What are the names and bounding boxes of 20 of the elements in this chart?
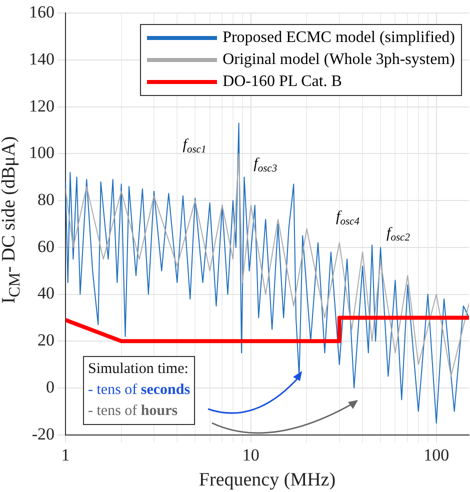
annotation: - tens of hours (88, 402, 179, 421)
y-tick-label: 0 (46, 377, 54, 396)
x-tick-label: 100 (424, 445, 450, 464)
annotation: Simulation time: (88, 360, 190, 379)
y-tick-label: 100 (29, 143, 54, 162)
legend-label: Original model (Whole 3ph-system) (222, 50, 455, 70)
y-tick-label: 80 (38, 190, 54, 210)
y-tick-label: 120 (29, 96, 54, 116)
y-tick-label: 140 (29, 50, 54, 69)
legend-label: Proposed ECMC model (simplified) (222, 28, 455, 48)
x-axis-title: Frequency (MHz) (198, 470, 336, 491)
annotation: - tens of seconds (88, 381, 190, 400)
y-tick-label: 20 (38, 330, 54, 350)
y-tick-label: 60 (38, 236, 54, 256)
y-tick-label: 40 (38, 284, 54, 303)
legend-label: DO-160 PL Cat. B (222, 72, 342, 92)
y-tick-label: -20 (32, 424, 54, 444)
x-tick-label: 1 (61, 445, 70, 464)
y-tick-label: 160 (29, 2, 54, 22)
x-tick-label: 10 (242, 445, 260, 464)
